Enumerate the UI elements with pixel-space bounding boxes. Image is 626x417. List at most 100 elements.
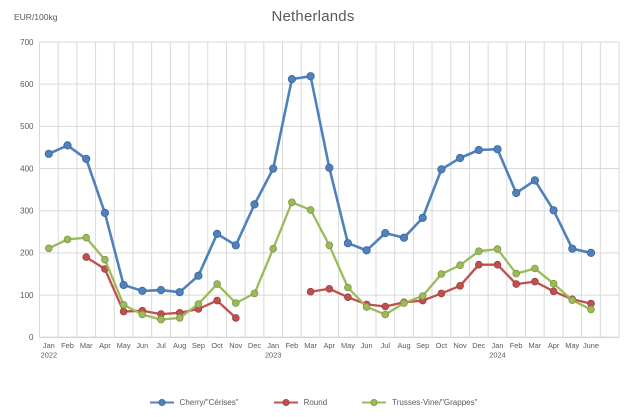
- data-point-marker: [231, 241, 240, 250]
- legend-item-cherry: Cherry/"Cérises": [149, 398, 239, 407]
- data-point-marker: [474, 247, 483, 256]
- data-point-marker: [400, 299, 408, 307]
- data-point-marker: [232, 314, 240, 322]
- y-axis-labels: 0 100 200 300 400 500 600 700: [20, 38, 34, 342]
- y-tick-label: 200: [20, 249, 34, 258]
- data-point-marker: [306, 72, 315, 81]
- x-tick-label: Apr: [99, 341, 111, 350]
- legend-label-trusses: Trusses-Vine/"Grappes": [392, 398, 478, 407]
- x-tick-label: Apr: [323, 341, 335, 350]
- data-point-marker: [586, 248, 596, 257]
- data-point-marker: [269, 244, 278, 253]
- data-point-marker: [306, 206, 315, 214]
- x-tick-label: Dec: [248, 341, 261, 350]
- x-tick-label: Jul: [156, 341, 166, 350]
- x-tick-label: Aug: [173, 341, 186, 350]
- data-point-marker: [587, 305, 595, 314]
- y-tick-label: 400: [20, 164, 34, 173]
- x-tick-label: Jan: [267, 341, 279, 350]
- data-point-marker: [362, 246, 371, 255]
- data-point-marker: [493, 245, 502, 253]
- x-tick-label: Jan: [492, 341, 504, 350]
- x-tick-label: Jul: [381, 341, 391, 350]
- legend-label-cherry: Cherry/"Cérises": [179, 398, 239, 407]
- data-point-marker: [455, 153, 465, 163]
- data-point-marker: [325, 163, 334, 172]
- x-tick-label: Sep: [416, 341, 429, 350]
- x-tick-label: Oct: [211, 341, 223, 350]
- data-point-marker: [232, 299, 240, 307]
- data-point-marker: [381, 310, 390, 319]
- legend-item-trusses: Trusses-Vine/"Grappes": [361, 398, 477, 407]
- data-point-marker: [531, 277, 539, 286]
- series-0: [44, 72, 596, 297]
- chart-title: Netherlands: [271, 8, 355, 25]
- x-axis-labels: Jan Feb Mar Apr May Jun Jul Aug Sep Oct Nov Dec Jan F…: [41, 341, 599, 360]
- data-point-marker: [343, 239, 352, 248]
- data-point-marker: [119, 280, 128, 290]
- series-2: [44, 198, 595, 324]
- data-point-marker: [493, 260, 502, 269]
- legend-label-round: Round: [303, 398, 328, 407]
- x-tick-label: Feb: [510, 341, 523, 350]
- x-tick-label: Aug: [397, 341, 410, 350]
- x-tick-label: Oct: [436, 341, 448, 350]
- data-point-marker: [474, 145, 483, 155]
- data-point-marker: [512, 280, 520, 288]
- data-point-marker: [344, 293, 352, 302]
- data-point-marker: [138, 310, 147, 319]
- data-point-marker: [101, 255, 109, 264]
- data-point-marker: [63, 235, 72, 244]
- x-tick-label: Mar: [304, 341, 317, 350]
- data-point-marker: [325, 284, 334, 293]
- y-tick-label: 0: [29, 333, 34, 342]
- data-point-marker: [100, 208, 110, 217]
- data-point-marker: [44, 244, 53, 253]
- y-tick-label: 500: [20, 122, 34, 131]
- x-axis-year-label: 2024: [489, 350, 505, 359]
- x-tick-label: Jun: [136, 341, 148, 350]
- x-tick-label: Nov: [454, 341, 467, 350]
- data-point-marker: [530, 176, 540, 185]
- y-tick-label: 100: [20, 291, 34, 300]
- x-tick-label: Mar: [80, 341, 93, 350]
- x-tick-label: June: [583, 341, 599, 350]
- data-point-marker: [269, 164, 278, 173]
- x-tick-label: May: [117, 341, 131, 350]
- data-point-marker: [568, 244, 577, 253]
- data-point-marker: [512, 269, 520, 278]
- data-point-marker: [531, 264, 539, 273]
- data-point-marker: [250, 200, 259, 209]
- y-tick-label: 300: [20, 207, 34, 216]
- x-tick-label: Feb: [61, 341, 74, 350]
- data-point-marker: [194, 271, 203, 280]
- gridlines: [39, 41, 620, 338]
- data-point-marker: [82, 154, 91, 163]
- data-point-marker: [325, 241, 334, 250]
- y-tick-label: 600: [20, 80, 34, 89]
- x-tick-label: Jun: [361, 341, 373, 350]
- x-tick-label: Sep: [192, 341, 205, 350]
- x-tick-label: Apr: [548, 341, 560, 350]
- data-point-marker: [157, 315, 165, 324]
- data-point-marker: [213, 280, 221, 288]
- data-point-marker: [381, 229, 390, 238]
- x-tick-label: Nov: [229, 341, 242, 350]
- data-point-marker: [119, 307, 128, 316]
- x-tick-label: Mar: [529, 341, 542, 350]
- data-point-marker: [288, 198, 296, 207]
- legend-item-round: Round: [273, 398, 328, 407]
- data-point-marker: [82, 253, 90, 261]
- data-point-marker: [456, 261, 464, 270]
- x-tick-label: May: [565, 341, 579, 350]
- data-point-marker: [437, 289, 446, 298]
- data-point-marker: [175, 288, 184, 297]
- data-point-marker: [194, 300, 203, 308]
- data-point-marker: [250, 289, 259, 298]
- data-point-marker: [456, 281, 464, 290]
- data-point-marker: [287, 75, 296, 84]
- data-point-marker: [156, 285, 166, 295]
- data-point-marker: [549, 287, 558, 296]
- x-tick-label: Feb: [285, 341, 298, 350]
